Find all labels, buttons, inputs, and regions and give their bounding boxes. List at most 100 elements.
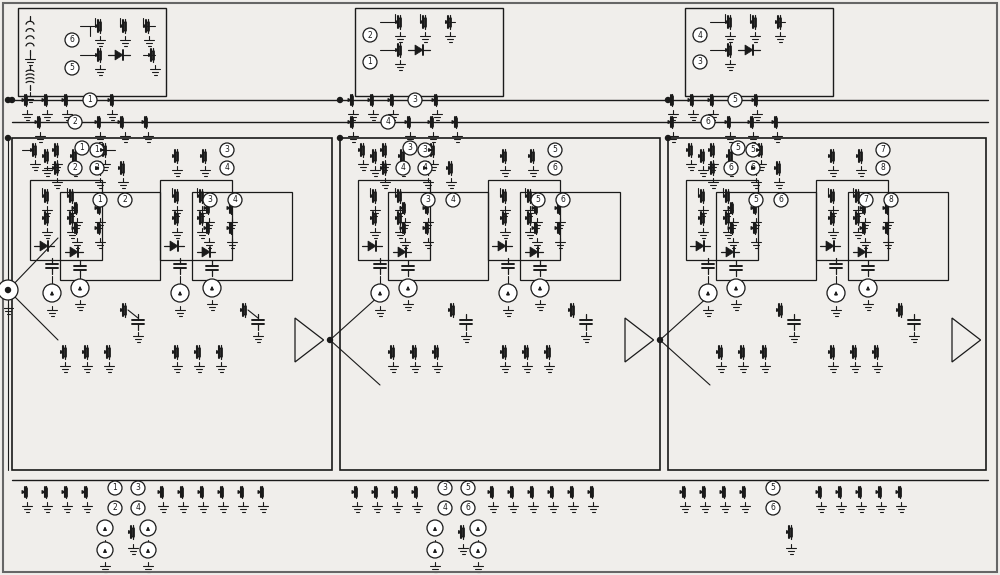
Circle shape [884,193,898,207]
Text: 4: 4 [451,196,455,205]
Circle shape [97,542,113,558]
Bar [668,138,986,470]
Bar [685,8,833,96]
Circle shape [548,143,562,157]
Circle shape [418,161,432,175]
Circle shape [140,520,156,536]
Circle shape [876,143,890,157]
Polygon shape [726,247,734,257]
Circle shape [746,143,760,157]
Text: 5: 5 [751,145,755,155]
Bar [160,180,232,260]
Circle shape [470,520,486,536]
Circle shape [531,279,549,297]
Circle shape [93,193,107,207]
Circle shape [68,161,82,175]
Text: 5: 5 [536,196,540,205]
Circle shape [470,542,486,558]
Circle shape [83,93,97,107]
Text: 3: 3 [423,145,427,155]
Circle shape [724,161,738,175]
Circle shape [859,279,877,297]
Text: 6: 6 [751,163,755,172]
Text: 5: 5 [553,145,557,155]
Circle shape [746,161,760,175]
Circle shape [68,115,82,129]
Circle shape [75,141,89,155]
Circle shape [371,284,389,302]
Circle shape [461,501,475,515]
Circle shape [827,284,845,302]
Polygon shape [70,247,78,257]
Polygon shape [745,45,753,55]
Circle shape [131,481,145,495]
Bar [388,192,488,280]
Polygon shape [826,241,834,251]
Text: 6: 6 [561,196,565,205]
Text: 3: 3 [443,484,447,493]
Circle shape [728,93,742,107]
Bar [686,180,758,260]
Text: 1: 1 [88,95,92,105]
Circle shape [749,193,763,207]
Polygon shape [202,247,210,257]
Bar [358,180,430,260]
Circle shape [203,279,221,297]
Circle shape [338,136,342,140]
Circle shape [140,542,156,558]
Polygon shape [368,241,376,251]
Bar [30,180,102,260]
Bar [340,138,660,470]
Circle shape [699,284,717,302]
Text: 1: 1 [95,145,99,155]
Polygon shape [40,241,48,251]
Circle shape [418,143,432,157]
Text: 3: 3 [698,58,702,67]
Circle shape [548,161,562,175]
Bar [12,138,332,470]
Polygon shape [170,241,178,251]
Circle shape [6,288,10,293]
Text: 6: 6 [553,163,557,172]
Circle shape [10,98,14,102]
Bar [488,180,560,260]
Polygon shape [415,45,423,55]
Text: 3: 3 [426,196,430,205]
Text: 1: 1 [113,484,117,493]
Text: 5: 5 [733,95,737,105]
Bar [716,192,816,280]
Text: 7: 7 [864,196,868,205]
Circle shape [666,136,670,140]
Text: 4: 4 [423,163,427,172]
Text: 2: 2 [368,30,372,40]
Text: 5: 5 [754,196,758,205]
Circle shape [108,481,122,495]
Circle shape [328,338,332,343]
Circle shape [461,481,475,495]
Circle shape [731,141,745,155]
Polygon shape [398,247,406,257]
Circle shape [421,193,435,207]
Circle shape [666,98,670,102]
Circle shape [220,161,234,175]
Circle shape [701,115,715,129]
Circle shape [108,501,122,515]
Circle shape [90,143,104,157]
Text: 6: 6 [70,36,74,44]
Circle shape [499,284,517,302]
Text: 3: 3 [136,484,140,493]
Text: 3: 3 [408,144,412,152]
Text: 1: 1 [80,144,84,152]
Circle shape [118,193,132,207]
Circle shape [403,141,417,155]
Circle shape [766,501,780,515]
Circle shape [727,279,745,297]
Polygon shape [115,50,123,60]
Text: 3: 3 [225,145,229,155]
Circle shape [438,501,452,515]
Bar [848,192,948,280]
Circle shape [693,55,707,69]
Bar [520,192,620,280]
Circle shape [363,28,377,42]
Circle shape [556,193,570,207]
